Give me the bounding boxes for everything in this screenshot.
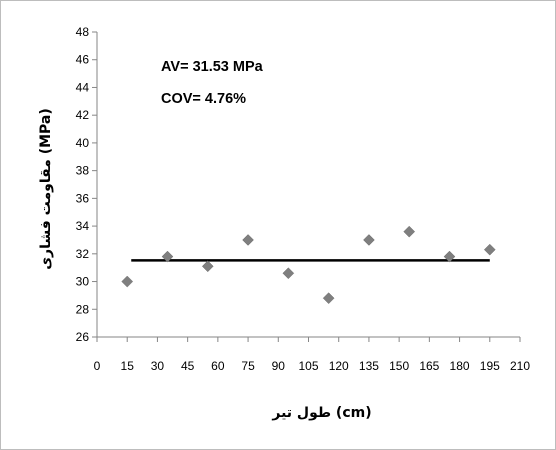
data-point bbox=[483, 243, 496, 256]
x-tick-label: 105 bbox=[298, 359, 318, 373]
y-tick-label: 40 bbox=[76, 136, 90, 150]
data-point bbox=[403, 225, 416, 238]
x-tick-label: 150 bbox=[389, 359, 409, 373]
data-point bbox=[282, 267, 295, 280]
x-tick-label: 60 bbox=[211, 359, 225, 373]
data-point bbox=[322, 292, 335, 305]
annotation-average: AV= 31.53 MPa bbox=[161, 59, 264, 75]
data-points bbox=[121, 225, 496, 305]
y-tick-label: 32 bbox=[76, 247, 90, 261]
data-point bbox=[121, 275, 134, 288]
x-tick-label: 180 bbox=[450, 359, 470, 373]
data-point bbox=[242, 234, 254, 246]
y-tick-label: 30 bbox=[76, 275, 90, 289]
data-point bbox=[443, 250, 456, 263]
x-tick-label: 0 bbox=[94, 359, 101, 373]
data-point bbox=[201, 260, 214, 273]
y-tick-label: 48 bbox=[76, 25, 90, 39]
data-point bbox=[161, 250, 174, 263]
y-axis: 26 28 30 32 34 36 38 40 42 44 46 48 bbox=[76, 25, 98, 344]
y-tick-label: 28 bbox=[76, 302, 90, 316]
y-tick-label: 26 bbox=[76, 330, 90, 344]
y-tick-label: 38 bbox=[76, 164, 90, 178]
x-tick-label: 90 bbox=[272, 359, 286, 373]
x-tick-label: 75 bbox=[241, 359, 255, 373]
x-tick-label: 165 bbox=[419, 359, 439, 373]
y-tick-label: 44 bbox=[76, 80, 90, 94]
x-tick-label: 45 bbox=[181, 359, 195, 373]
x-tick-label: 30 bbox=[151, 359, 165, 373]
x-tick-label: 15 bbox=[121, 359, 135, 373]
x-axis-label: طول تیر (cm) bbox=[271, 405, 371, 421]
x-tick-label: 210 bbox=[510, 359, 530, 373]
y-axis-label: مقاومت فشاری (MPa) bbox=[38, 108, 54, 270]
annotation-cov: COV= 4.76% bbox=[161, 91, 246, 107]
y-tick-label: 42 bbox=[76, 108, 90, 122]
data-point bbox=[363, 234, 375, 246]
x-tick-label: 195 bbox=[480, 359, 500, 373]
y-tick-label: 36 bbox=[76, 191, 90, 205]
x-axis: 0 15 30 45 60 75 90 105 120 135 150 165 180 195 210 bbox=[94, 336, 530, 373]
x-tick-label: 120 bbox=[329, 359, 349, 373]
x-tick-label: 135 bbox=[359, 359, 379, 373]
y-tick-label: 34 bbox=[76, 219, 90, 233]
y-tick-label: 46 bbox=[76, 53, 90, 67]
